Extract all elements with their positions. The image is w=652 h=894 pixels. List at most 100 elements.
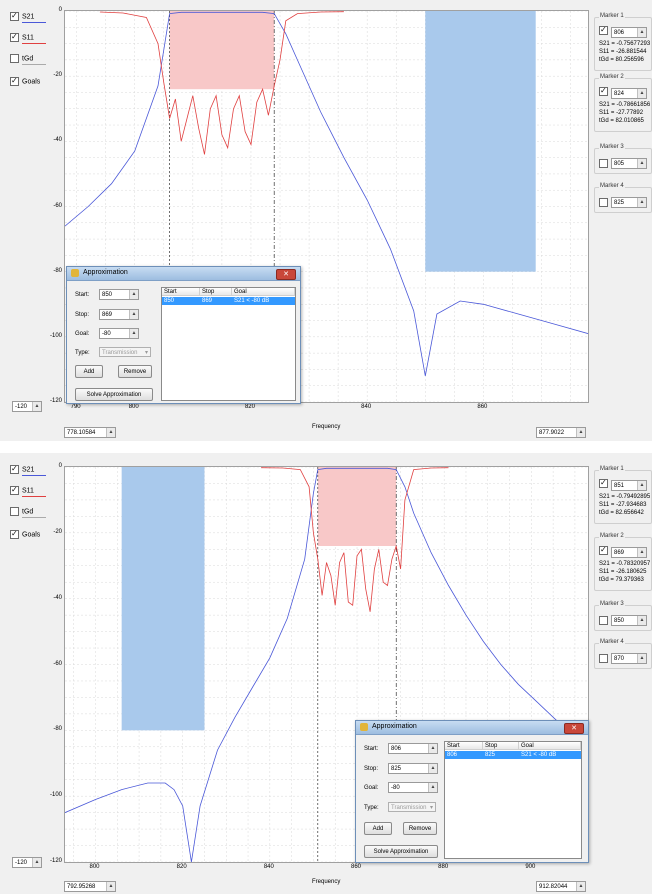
s21-checkbox[interactable] (10, 465, 19, 474)
s11-label: S11 (22, 487, 34, 495)
col-header-stop[interactable]: Stop (200, 288, 232, 296)
goals-table[interactable]: Start Stop Goal 806 825 S21 < -80 dB (444, 741, 582, 859)
spin-arrows-icon[interactable]: ▲ (576, 428, 585, 437)
spin-arrows-icon[interactable]: ▲ (637, 159, 646, 168)
s21-toggle[interactable]: S21 (10, 465, 46, 476)
dialog-titlebar[interactable]: Approximation ✕ (356, 721, 588, 735)
marker-enable-row[interactable] (599, 616, 611, 625)
marker-freq-spinner[interactable]: 805 ▲ (611, 158, 647, 169)
x-max-spinner[interactable]: 912.82044 ▲ (536, 881, 586, 892)
marker-checkbox[interactable] (599, 546, 608, 555)
spin-arrows-icon[interactable]: ▲ (129, 290, 138, 299)
marker-checkbox[interactable] (599, 198, 608, 207)
goals-toggle[interactable]: Goals (10, 530, 40, 539)
marker-enable-row[interactable] (599, 654, 611, 663)
col-header-stop[interactable]: Stop (483, 742, 519, 750)
goals-checkbox[interactable] (10, 530, 19, 539)
spin-arrows-icon[interactable]: ▲ (637, 481, 646, 490)
s21-checkbox[interactable] (10, 12, 19, 21)
spin-arrows-icon[interactable]: ▲ (129, 310, 138, 319)
marker-checkbox[interactable] (599, 654, 608, 663)
marker-freq-spinner[interactable]: 851 ▲ (611, 480, 647, 491)
start-input[interactable]: 806 ▲ (388, 743, 438, 754)
spin-arrows-icon[interactable]: ▲ (428, 744, 437, 753)
s21-toggle[interactable]: S21 (10, 12, 46, 23)
col-header-goal[interactable]: Goal (232, 288, 295, 296)
spin-arrows-icon[interactable]: ▲ (32, 858, 41, 867)
solve-approximation-button[interactable]: Solve Approximation (75, 388, 153, 401)
marker-enable-row[interactable] (599, 26, 611, 35)
marker-freq-spinner[interactable]: 824 ▲ (611, 88, 647, 99)
s11-toggle[interactable]: S11 (10, 33, 46, 44)
goals-checkbox[interactable] (10, 77, 19, 86)
spin-arrows-icon[interactable]: ▲ (637, 654, 646, 663)
x-min-spinner[interactable]: 778.10584 ▲ (64, 427, 116, 438)
stop-input[interactable]: 825 ▲ (388, 763, 438, 774)
goals-table[interactable]: Start Stop Goal 850 869 S21 < -80 dB (161, 287, 296, 401)
x-max-spinner[interactable]: 877.9022 ▲ (536, 427, 586, 438)
tgd-toggle[interactable]: tGd (10, 507, 46, 518)
col-header-start[interactable]: Start (445, 742, 483, 750)
close-icon[interactable]: ✕ (276, 269, 296, 280)
x-max-value: 877.9022 (539, 430, 565, 436)
marker-freq-spinner[interactable]: 870 ▲ (611, 653, 647, 664)
goal-input[interactable]: -80 ▲ (99, 328, 139, 339)
spin-arrows-icon[interactable]: ▲ (637, 89, 646, 98)
stop-value: 869 (102, 312, 113, 318)
marker-freq-spinner[interactable]: 825 ▲ (611, 197, 647, 208)
marker-checkbox[interactable] (599, 26, 608, 35)
table-row[interactable]: 806 825 S21 < -80 dB (445, 751, 581, 759)
spin-arrows-icon[interactable]: ▲ (32, 402, 41, 411)
remove-button[interactable]: Remove (118, 365, 152, 378)
spin-arrows-icon[interactable]: ▲ (106, 882, 115, 891)
marker-3-group: Marker 3 850 ▲ (594, 601, 652, 631)
marker-enable-row[interactable] (599, 198, 611, 207)
s11-checkbox[interactable] (10, 486, 19, 495)
marker-enable-row[interactable] (599, 546, 611, 555)
spin-arrows-icon[interactable]: ▲ (428, 764, 437, 773)
goals-toggle[interactable]: Goals (10, 77, 40, 86)
spin-arrows-icon[interactable]: ▲ (129, 329, 138, 338)
remove-button[interactable]: Remove (403, 822, 437, 835)
x-axis-title: Frequency (312, 424, 341, 430)
spin-arrows-icon[interactable]: ▲ (106, 428, 115, 437)
spin-arrows-icon[interactable]: ▲ (576, 882, 585, 891)
marker-freq-spinner[interactable]: 806 ▲ (611, 27, 647, 38)
marker-checkbox[interactable] (599, 159, 608, 168)
marker-checkbox[interactable] (599, 616, 608, 625)
s11-toggle[interactable]: S11 (10, 486, 46, 497)
solve-approximation-button[interactable]: Solve Approximation (364, 845, 438, 858)
x-min-spinner[interactable]: 792.95268 ▲ (64, 881, 116, 892)
close-icon[interactable]: ✕ (564, 723, 584, 734)
x-min-value: 792.95268 (67, 884, 96, 890)
tgd-checkbox[interactable] (10, 54, 19, 63)
y-min-spinner[interactable]: -120 ▲ (12, 857, 42, 868)
marker-checkbox[interactable] (599, 479, 608, 488)
spin-arrows-icon[interactable]: ▲ (637, 548, 646, 557)
spin-arrows-icon[interactable]: ▲ (637, 616, 646, 625)
add-button[interactable]: Add (75, 365, 103, 378)
type-select[interactable]: Transmission ▾ (388, 802, 436, 812)
marker-freq-spinner[interactable]: 869 ▲ (611, 547, 647, 558)
marker-enable-row[interactable] (599, 87, 611, 96)
spin-arrows-icon[interactable]: ▲ (637, 28, 646, 37)
type-select[interactable]: Transmission ▾ (99, 347, 151, 357)
spin-arrows-icon[interactable]: ▲ (428, 783, 437, 792)
marker-freq-spinner[interactable]: 850 ▲ (611, 615, 647, 626)
tgd-toggle[interactable]: tGd (10, 54, 46, 65)
stop-input[interactable]: 869 ▲ (99, 309, 139, 320)
y-min-spinner[interactable]: -120 ▲ (12, 401, 42, 412)
table-row[interactable]: 850 869 S21 < -80 dB (162, 297, 295, 305)
goal-input[interactable]: -80 ▲ (388, 782, 438, 793)
add-button[interactable]: Add (364, 822, 392, 835)
marker-enable-row[interactable] (599, 159, 611, 168)
start-input[interactable]: 850 ▲ (99, 289, 139, 300)
col-header-start[interactable]: Start (162, 288, 200, 296)
dialog-titlebar[interactable]: Approximation ✕ (67, 267, 300, 281)
tgd-checkbox[interactable] (10, 507, 19, 516)
marker-checkbox[interactable] (599, 87, 608, 96)
marker-enable-row[interactable] (599, 479, 611, 488)
col-header-goal[interactable]: Goal (519, 742, 581, 750)
s11-checkbox[interactable] (10, 33, 19, 42)
spin-arrows-icon[interactable]: ▲ (637, 198, 646, 207)
